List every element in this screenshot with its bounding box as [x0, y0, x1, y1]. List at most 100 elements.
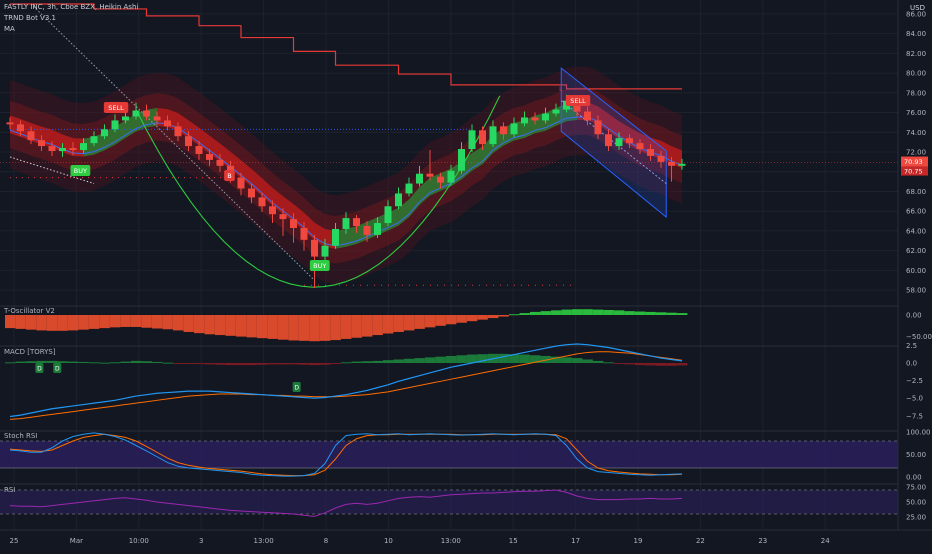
- inner-band-segment: [304, 212, 315, 241]
- macd-histogram-bar: [225, 363, 236, 366]
- macd-histogram-bar: [519, 354, 530, 363]
- candle-body: [143, 110, 150, 117]
- candle-body: [258, 197, 266, 207]
- oscillator-bar: [593, 309, 604, 315]
- candle-body: [458, 149, 465, 171]
- candle-body: [153, 116, 161, 121]
- last-price-tag-box: [901, 156, 928, 167]
- candle-body: [542, 113, 549, 121]
- oscillator-bar: [540, 311, 551, 315]
- macd-histogram-bar: [603, 362, 614, 364]
- macd-histogram-bar: [278, 363, 289, 365]
- inner-band-segment: [251, 168, 262, 197]
- oscillator-bar: [677, 313, 688, 315]
- x-tick-label: 10:00: [129, 537, 149, 545]
- oscillator-bar: [278, 315, 289, 340]
- candle-body: [111, 120, 119, 130]
- oscillator-bar: [141, 315, 152, 328]
- oscillator-bar: [393, 315, 404, 332]
- y-tick-label: 78.00: [906, 89, 926, 97]
- oscillator-bar: [183, 315, 194, 332]
- candle-body: [678, 163, 686, 166]
- candle-body: [248, 188, 255, 198]
- buy-signal-box: [309, 260, 330, 271]
- candle-body: [395, 193, 402, 207]
- macd-histogram-bar: [561, 357, 572, 363]
- buy-signal-text: BUY: [74, 167, 87, 175]
- macd-d-mark-box: [35, 363, 44, 373]
- rsi-tick: 50.00: [906, 499, 926, 507]
- macd-panel-label[interactable]: MACD [TORYS]: [4, 348, 56, 356]
- candle-body: [174, 126, 182, 137]
- inner-band-segment: [73, 138, 84, 157]
- macd-histogram-bar: [341, 362, 352, 364]
- x-tick-label: 17: [571, 537, 580, 545]
- candle-body: [510, 123, 518, 135]
- candle-body: [122, 116, 129, 121]
- candle-body: [59, 148, 66, 152]
- candle-body: [17, 124, 24, 132]
- candle-body: [164, 120, 171, 127]
- candle-body: [584, 111, 591, 121]
- stoch-d-line: [9, 433, 683, 477]
- macd-histogram-bar: [57, 361, 68, 363]
- y-tick-label: 82.00: [906, 50, 926, 58]
- oscillator-bar: [15, 315, 26, 329]
- x-tick-label: 8: [324, 537, 328, 545]
- macd-histogram-bar: [383, 360, 394, 363]
- macd-histogram-bar: [309, 363, 320, 366]
- macd-histogram-bar: [267, 363, 278, 365]
- candle-body: [216, 159, 224, 166]
- oscillator-bar: [624, 311, 635, 315]
- y-tick-label: 74.00: [906, 129, 926, 137]
- macd-histogram-bar: [572, 358, 583, 363]
- oscillator-bar: [656, 312, 667, 315]
- oscillator-panel-label[interactable]: T-Oscillator V2: [4, 307, 55, 315]
- y-tick-label: 64.00: [906, 227, 926, 235]
- oscillator-bar: [131, 315, 142, 327]
- macd-histogram-bar: [204, 363, 215, 365]
- candle-body: [605, 134, 612, 147]
- macd-histogram-bar: [299, 363, 310, 365]
- oscillator-bar: [477, 315, 488, 320]
- macd-histogram-bar: [78, 361, 89, 363]
- candles: [6, 94, 686, 289]
- macd-histogram-bar: [131, 360, 142, 363]
- rsi-panel-label[interactable]: RSI: [4, 486, 16, 494]
- candle-body: [237, 177, 245, 189]
- sell-signal-text: SELL: [570, 97, 586, 105]
- oscillator-bar: [236, 315, 247, 337]
- stoch-rsi-panel-label[interactable]: Stoch RSI: [4, 432, 38, 440]
- candle-body: [647, 149, 654, 156]
- dotted-trendline: [30, 3, 315, 281]
- macd-d-mark: D: [55, 366, 60, 373]
- indicator-ma-label[interactable]: MA: [4, 25, 15, 33]
- oscillator-bar: [645, 311, 656, 315]
- candle-body: [279, 214, 287, 220]
- osc-tick: −50.00: [906, 333, 932, 341]
- oscillator-bar: [572, 309, 583, 315]
- macd-histogram-bar: [456, 355, 467, 363]
- candle-body: [384, 206, 392, 224]
- macd-histogram-bar: [551, 356, 562, 363]
- macd-tick: −2.5: [906, 377, 923, 385]
- oscillator-bar: [467, 315, 478, 322]
- oscillator-bar: [666, 312, 677, 315]
- indicator-trnd-bot-label[interactable]: TRND Bot V3.1: [4, 14, 56, 22]
- candle-body: [489, 126, 497, 145]
- x-tick-label: 10: [384, 537, 393, 545]
- sell-signal-box: [565, 95, 591, 106]
- inner-band-segment: [419, 177, 430, 205]
- chart-title[interactable]: FASTLY INC, 3h, Cboe BZX, Heikin Ashi: [4, 3, 139, 11]
- macd-histogram-bar: [645, 363, 656, 366]
- macd-histogram-bar: [320, 363, 331, 365]
- candle-body: [668, 161, 675, 166]
- macd-histogram-bar: [68, 361, 79, 363]
- x-tick-label: Mar: [70, 537, 83, 545]
- candle-body: [90, 136, 98, 144]
- inner-band-segment: [608, 113, 619, 139]
- last-price-tag2: 70.75: [904, 168, 923, 176]
- macd-histogram-bar: [162, 362, 173, 364]
